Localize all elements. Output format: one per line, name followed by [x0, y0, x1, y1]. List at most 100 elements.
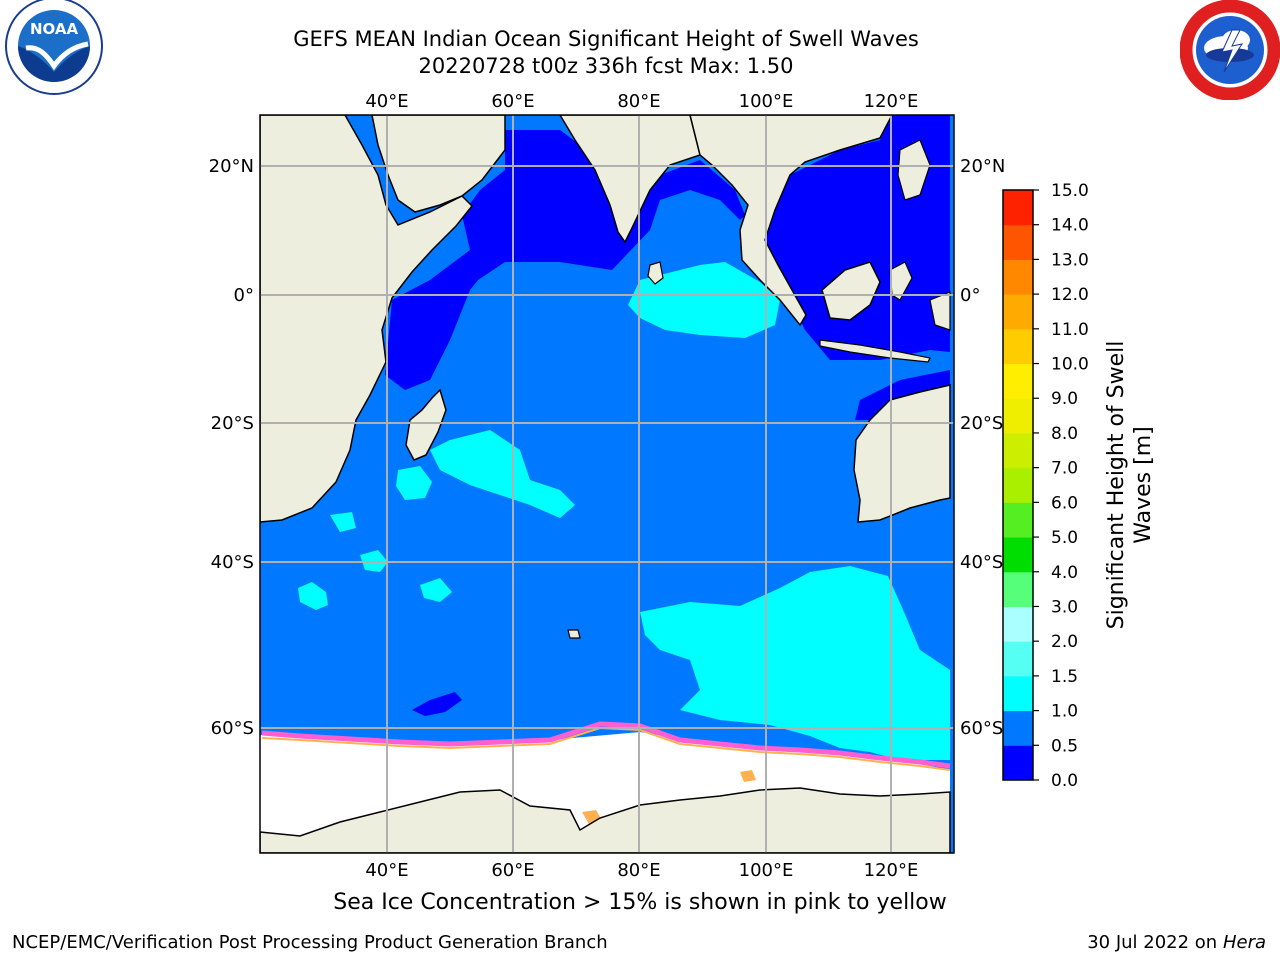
- swell-cyan-sw-3: [360, 550, 388, 572]
- land-philippines: [897, 139, 931, 201]
- swell-cyan-sw-4: [420, 578, 452, 602]
- colorbar-band: [1003, 432, 1033, 469]
- colorbar-band: [1003, 675, 1033, 712]
- lat-label-left: 60°S: [211, 718, 254, 739]
- colorbar-tick-label: 5.0: [1051, 528, 1078, 548]
- swell-cyan-madagascar: [430, 430, 575, 518]
- colorbar-band: [1003, 537, 1033, 573]
- sea-ice-patch-2: [582, 810, 604, 826]
- colorbar-band: [1003, 641, 1033, 677]
- land-madagascar: [405, 388, 447, 461]
- colorbar-tick-label: 15.0: [1051, 181, 1089, 201]
- colorbar-tick-label: 11.0: [1051, 320, 1089, 340]
- lon-label-bottom: 80°E: [617, 860, 660, 881]
- colorbar-tick-label: 2.0: [1051, 632, 1078, 652]
- lat-label-left: 40°S: [211, 552, 254, 573]
- land-arabia: [371, 115, 506, 213]
- colorbar-frame: [1002, 189, 1034, 781]
- noaa-logo-text: NOAA: [30, 20, 79, 38]
- land-sulawesi: [889, 261, 913, 301]
- chart-subtitle: 20220728 t00z 336h fcst Max: 1.50: [418, 54, 794, 78]
- colorbar-tick-label: 3.0: [1051, 597, 1078, 617]
- colorbar-band: [1003, 606, 1033, 642]
- sea-ice-edge-pink: [261, 721, 951, 769]
- land-kerguelen: [567, 629, 581, 639]
- swell-cyan-equatorial: [628, 262, 780, 338]
- colorbar-tick-label: 10.0: [1051, 355, 1089, 375]
- footer-date-text: 30 Jul 2022 on: [1087, 932, 1223, 953]
- colorbar-tick-label: 14.0: [1051, 216, 1089, 236]
- land-borneo: [821, 261, 881, 321]
- sea-ice-patch-1: [740, 770, 756, 782]
- swell-cyan-sw-5: [330, 512, 356, 532]
- colorbar-band: [1003, 502, 1033, 538]
- lon-label-top: 120°E: [864, 91, 919, 112]
- ocean-base: [260, 115, 954, 853]
- sea-ice-caption: Sea Ice Concentration > 15% is shown in …: [333, 890, 947, 915]
- land-java: [819, 339, 931, 363]
- colorbar-band: [1003, 363, 1033, 399]
- colorbar-band: [1003, 224, 1033, 260]
- lon-label-bottom: 100°E: [739, 860, 794, 881]
- lon-label-bottom: 40°E: [365, 860, 408, 881]
- land-antarctica: [260, 787, 951, 853]
- map-frame: [259, 114, 955, 854]
- lon-label-top: 40°E: [365, 91, 408, 112]
- colorbar-tick-label: 0.5: [1051, 736, 1078, 756]
- land-new-guinea: [929, 291, 951, 331]
- colorbar-tick-label: 8.0: [1051, 424, 1078, 444]
- swell-cyan-sw-2: [298, 582, 328, 610]
- colorbar-label-line1: Significant Height of Swell: [1104, 341, 1129, 630]
- gridlines: [260, 115, 954, 853]
- lon-label-bottom: 120°E: [864, 860, 919, 881]
- colorbar-band: [1003, 328, 1033, 365]
- land-sri-lanka: [647, 261, 664, 285]
- swell-cyan-southeast: [640, 566, 950, 760]
- lat-label-right: 0°: [960, 285, 980, 306]
- colorbar-tick-label: 1.0: [1051, 702, 1078, 722]
- lat-label-right: 20°N: [960, 156, 1005, 177]
- footer-credit: NCEP/EMC/Verification Post Processing Pr…: [12, 932, 608, 953]
- colorbar-tick-label: 6.0: [1051, 493, 1078, 513]
- lat-label-right: 60°S: [960, 718, 1003, 739]
- land-se-asia: [689, 115, 893, 327]
- colorbar-tick-label: 13.0: [1051, 250, 1089, 270]
- colorbar-label-line2: Waves [m]: [1131, 426, 1156, 543]
- swell-cyan-sw-1: [396, 466, 432, 500]
- lon-label-top: 60°E: [491, 91, 534, 112]
- chart-title: GEFS MEAN Indian Ocean Significant Heigh…: [293, 27, 919, 51]
- colorbar-tick-label: 7.0: [1051, 459, 1078, 479]
- colorbar-ticks: 0.0 0.5 1.0 1.5 2.0 3.0 4.0 5.0 6.0 7.0 8.0 9.0 10.0…: [1033, 181, 1089, 791]
- lon-label-top: 80°E: [617, 91, 660, 112]
- colorbar-band: [1003, 467, 1033, 503]
- lat-label-left: 20°N: [209, 156, 254, 177]
- lat-label-left: 0°: [234, 285, 254, 306]
- colorbar-band: [1003, 571, 1033, 607]
- lon-label-bottom: 60°E: [491, 860, 534, 881]
- swell-low-south: [412, 692, 462, 716]
- lat-label-right: 20°S: [960, 413, 1003, 434]
- nws-logo: [1180, 0, 1280, 100]
- lat-label-left: 20°S: [211, 413, 254, 434]
- colorbar-band: [1003, 398, 1033, 434]
- ice-zone: [260, 732, 950, 853]
- colorbar-tick-label: 12.0: [1051, 285, 1089, 305]
- lat-label-right: 40°S: [960, 552, 1003, 573]
- colorbar-tick-label: 0.0: [1051, 771, 1078, 791]
- footer-host: Hera: [1222, 932, 1266, 953]
- colorbar-bands: [1003, 190, 1033, 781]
- colorbar-band: [1003, 745, 1033, 781]
- footer-date: 30 Jul 2022 on Hera: [1087, 932, 1266, 953]
- colorbar-band: [1003, 190, 1033, 226]
- colorbar-band: [1003, 259, 1033, 295]
- colorbar-tick-label: 9.0: [1051, 389, 1078, 409]
- land-africa: [260, 115, 474, 523]
- swell-low-northeast: [855, 370, 950, 420]
- colorbar-tick-label: 1.5: [1051, 667, 1078, 687]
- swell-low-arabian: [385, 115, 950, 390]
- land-australia: [853, 384, 951, 523]
- lon-label-top: 100°E: [739, 91, 794, 112]
- sea-ice-edge-orange: [261, 726, 951, 771]
